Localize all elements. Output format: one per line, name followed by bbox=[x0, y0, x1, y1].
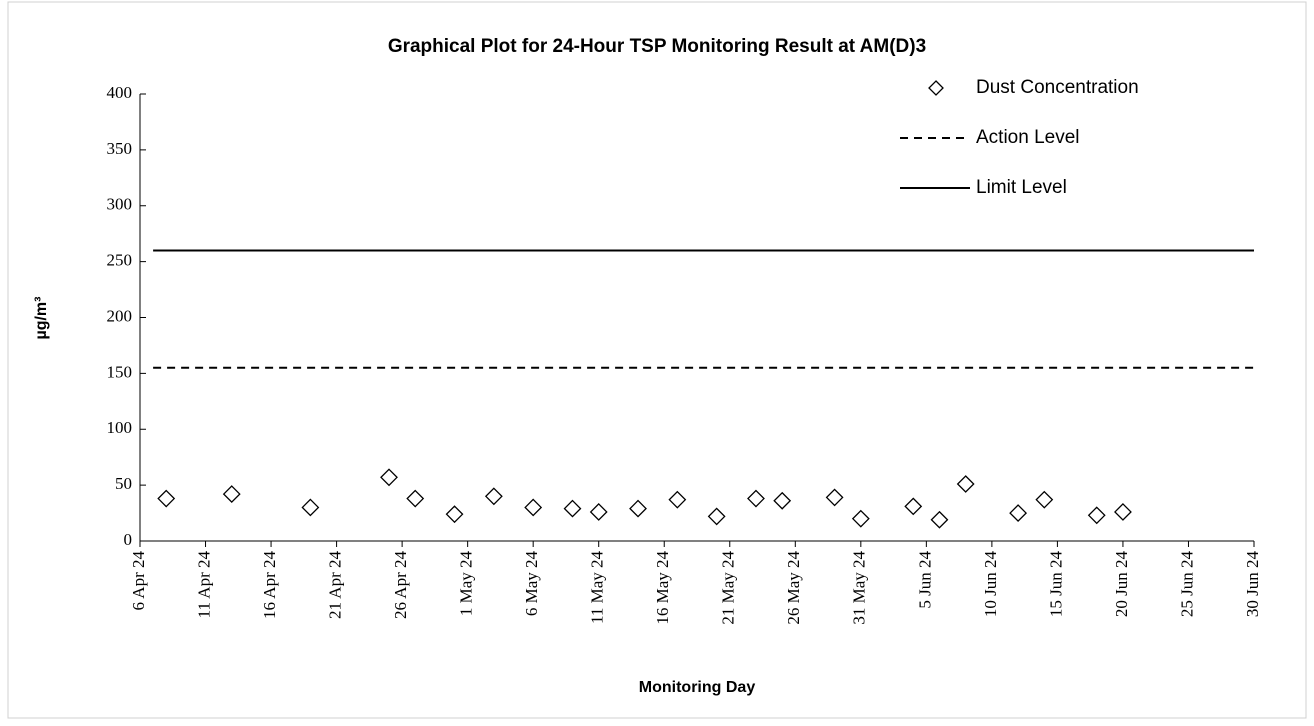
y-tick-label: 250 bbox=[107, 251, 133, 270]
y-tick-label: 50 bbox=[115, 474, 132, 493]
data-point bbox=[904, 497, 923, 516]
data-point bbox=[484, 487, 503, 506]
y-tick-label: 200 bbox=[107, 306, 133, 325]
x-tick-label: 30 Jun 24 bbox=[1243, 551, 1262, 618]
x-tick-label: 31 May 24 bbox=[850, 551, 869, 625]
data-point bbox=[930, 510, 949, 529]
x-tick-label: 16 May 24 bbox=[653, 551, 672, 625]
data-point bbox=[589, 503, 608, 521]
x-tick-label: 21 Apr 24 bbox=[325, 551, 344, 620]
y-tick-label: 400 bbox=[107, 83, 133, 102]
x-axis-label: Monitoring Day bbox=[639, 679, 756, 696]
y-axis-label: µg/m³ bbox=[33, 297, 50, 340]
data-point bbox=[851, 509, 870, 528]
data-point bbox=[1009, 504, 1028, 522]
data-point bbox=[747, 489, 765, 508]
data-point bbox=[1035, 490, 1054, 509]
data-point bbox=[773, 491, 792, 510]
x-tick-label: 10 Jun 24 bbox=[981, 551, 1000, 618]
y-tick-label: 100 bbox=[107, 418, 133, 437]
data-point bbox=[524, 498, 543, 517]
y-tick-label: 0 bbox=[124, 530, 133, 549]
data-point bbox=[1087, 506, 1106, 525]
data-point bbox=[222, 485, 241, 503]
chart-title: Graphical Plot for 24-Hour TSP Monitorin… bbox=[388, 36, 926, 57]
data-point bbox=[956, 475, 975, 493]
x-tick-label: 6 Apr 24 bbox=[129, 551, 148, 611]
data-point bbox=[1114, 503, 1132, 521]
y-tick-label: 300 bbox=[107, 195, 133, 214]
x-tick-label: 26 Apr 24 bbox=[391, 551, 410, 620]
y-tick-label: 150 bbox=[107, 362, 133, 381]
x-tick-label: 25 Jun 24 bbox=[1177, 551, 1196, 618]
data-point bbox=[406, 489, 425, 508]
data-point bbox=[707, 507, 726, 526]
data-point bbox=[668, 490, 687, 509]
x-tick-label: 21 May 24 bbox=[719, 551, 738, 625]
x-tick-label: 15 Jun 24 bbox=[1046, 551, 1065, 618]
legend-label: Dust Concentration bbox=[976, 77, 1139, 98]
x-tick-label: 20 Jun 24 bbox=[1112, 551, 1131, 618]
x-tick-label: 26 May 24 bbox=[784, 551, 803, 625]
data-point bbox=[445, 505, 464, 524]
x-tick-label: 11 May 24 bbox=[588, 551, 607, 625]
data-point bbox=[380, 468, 398, 487]
data-point bbox=[301, 498, 320, 517]
x-tick-label: 1 May 24 bbox=[457, 551, 476, 617]
data-point bbox=[629, 499, 647, 518]
x-tick-label: 5 Jun 24 bbox=[915, 551, 934, 609]
data-point bbox=[563, 499, 582, 518]
x-tick-label: 6 May 24 bbox=[522, 551, 541, 617]
data-point bbox=[825, 488, 844, 507]
data-point bbox=[157, 489, 176, 508]
legend-label: Action Level bbox=[976, 127, 1080, 148]
x-tick-label: 11 Apr 24 bbox=[194, 551, 213, 619]
legend-label: Limit Level bbox=[976, 177, 1067, 198]
y-tick-label: 350 bbox=[107, 139, 133, 158]
legend-marker bbox=[928, 80, 944, 96]
x-tick-label: 16 Apr 24 bbox=[260, 551, 279, 620]
chart-frame bbox=[7, 1, 1307, 719]
